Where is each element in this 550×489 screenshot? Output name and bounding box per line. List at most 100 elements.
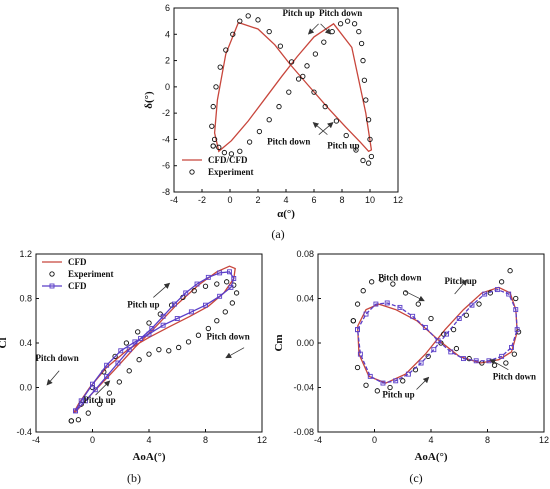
legend-label: Experiment bbox=[68, 269, 114, 279]
y-tick-label: 0 bbox=[165, 82, 170, 92]
data-point bbox=[509, 345, 514, 350]
annotation-arrow bbox=[403, 290, 425, 302]
data-point bbox=[217, 270, 223, 276]
series-line bbox=[74, 271, 235, 412]
data-point bbox=[160, 322, 166, 328]
y-tick-label: -2 bbox=[162, 108, 170, 118]
annotation-arrow bbox=[489, 359, 509, 371]
data-point bbox=[369, 279, 375, 285]
data-point bbox=[503, 360, 509, 366]
data-point bbox=[466, 355, 472, 362]
data-point bbox=[171, 301, 177, 307]
data-point bbox=[146, 331, 152, 337]
annotation-label: Pitch up bbox=[327, 141, 359, 151]
data-point bbox=[400, 378, 406, 384]
chart-a-ylabel: δ(°) bbox=[143, 91, 155, 109]
data-point bbox=[450, 326, 457, 333]
data-point bbox=[441, 331, 447, 337]
data-point bbox=[217, 293, 223, 299]
annotation-label: Pitch down bbox=[378, 273, 421, 283]
data-point bbox=[202, 283, 209, 289]
data-point bbox=[431, 347, 437, 353]
data-point bbox=[363, 311, 369, 317]
annotation-arrow bbox=[318, 122, 334, 135]
data-point bbox=[393, 378, 399, 384]
data-point bbox=[256, 128, 263, 135]
data-point bbox=[104, 373, 110, 379]
data-point bbox=[96, 401, 103, 407]
data-point bbox=[415, 301, 421, 307]
data-point bbox=[230, 31, 236, 37]
data-point bbox=[237, 18, 243, 24]
data-point bbox=[368, 153, 375, 160]
data-point bbox=[387, 384, 393, 391]
data-point bbox=[237, 148, 243, 154]
annotation-arrow bbox=[416, 376, 430, 390]
chart-b-ticks: -4 0 4 8 12 -0.4 0.0 0.4 0.8 1.2 bbox=[16, 249, 267, 445]
data-point bbox=[85, 410, 91, 416]
chart-b-ylabel: Cl bbox=[0, 338, 9, 349]
data-point bbox=[513, 307, 519, 313]
data-point bbox=[405, 371, 411, 377]
data-point bbox=[217, 64, 223, 70]
chart-c-annotations: Pitch down Pitch up Pitch down Pitch up bbox=[378, 273, 536, 400]
x-tick-label: -4 bbox=[314, 435, 322, 445]
chart-c-marks bbox=[350, 268, 522, 394]
data-point bbox=[300, 73, 306, 79]
data-point bbox=[213, 84, 219, 90]
data-point bbox=[344, 18, 351, 24]
data-point bbox=[360, 57, 366, 64]
y-tick-label: 1.2 bbox=[19, 249, 32, 259]
data-point bbox=[473, 358, 479, 364]
data-point bbox=[194, 281, 200, 287]
y-tick-label: -6 bbox=[162, 161, 170, 171]
x-tick-label: -4 bbox=[32, 435, 40, 445]
data-point bbox=[135, 329, 141, 335]
x-tick-label: 6 bbox=[311, 195, 316, 205]
data-point bbox=[146, 351, 152, 357]
chart-b-marks bbox=[68, 265, 240, 424]
data-point bbox=[183, 290, 189, 296]
data-point bbox=[223, 47, 229, 53]
series-line bbox=[356, 288, 518, 384]
data-point bbox=[378, 276, 385, 283]
data-point bbox=[245, 13, 251, 19]
chart-a-xlabel: α(°) bbox=[277, 208, 295, 220]
data-point bbox=[448, 349, 454, 355]
data-point bbox=[410, 313, 416, 319]
x-tick-label: 4 bbox=[428, 435, 433, 445]
data-point bbox=[356, 29, 362, 35]
legend-swatch bbox=[189, 169, 195, 175]
data-point bbox=[176, 344, 182, 351]
y-tick-label: -8 bbox=[162, 187, 170, 197]
data-point bbox=[311, 89, 317, 95]
legend-swatch bbox=[49, 283, 55, 289]
data-point bbox=[214, 318, 220, 324]
data-point bbox=[380, 380, 386, 386]
chart-b-caption: (b) bbox=[127, 471, 141, 485]
data-point bbox=[115, 360, 121, 366]
chart-a-annotations: Pitch up Pitch down Pitch down Pitch up bbox=[267, 8, 362, 151]
data-point bbox=[228, 151, 235, 157]
data-point bbox=[363, 382, 369, 388]
y-tick-label: 2 bbox=[165, 56, 170, 66]
x-tick-label: 2 bbox=[255, 195, 260, 205]
chart-c: -4 0 4 8 12 -0.08 -0.04 0.00 0.04 0.08 Pitch down… bbox=[273, 249, 549, 485]
data-point bbox=[136, 357, 142, 363]
data-point bbox=[453, 345, 460, 352]
y-tick-label: 0.0 bbox=[19, 383, 32, 393]
data-point bbox=[482, 291, 488, 297]
data-point bbox=[513, 295, 519, 302]
data-point bbox=[461, 356, 466, 362]
data-point bbox=[112, 353, 118, 359]
data-point bbox=[425, 353, 431, 359]
data-point bbox=[498, 279, 505, 285]
series-line bbox=[356, 286, 518, 384]
x-tick-label: 0 bbox=[372, 435, 377, 445]
data-point bbox=[246, 139, 253, 145]
x-tick-label: 8 bbox=[485, 435, 490, 445]
annotation-arrow bbox=[46, 370, 60, 386]
data-point bbox=[203, 302, 208, 308]
data-point bbox=[295, 76, 302, 82]
annotation-arrow bbox=[454, 279, 468, 295]
